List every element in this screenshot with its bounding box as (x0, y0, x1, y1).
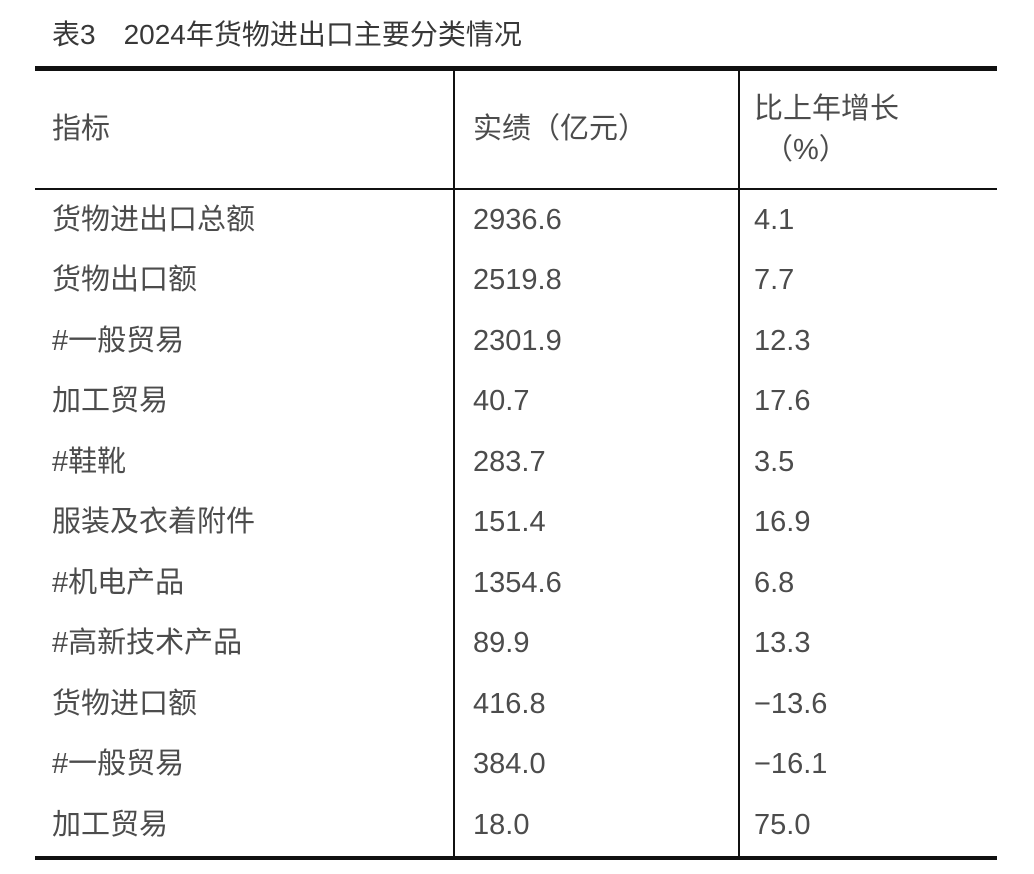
cell-indicator: #一般贸易 (52, 748, 185, 781)
cell-value: 89.9 (453, 613, 738, 674)
cell-indicator: 货物出口额 (52, 264, 198, 297)
cell-growth: 13.3 (738, 613, 997, 674)
cell-indicator: #鞋靴 (52, 445, 127, 478)
table-row: 加工贸易 40.7 17.6 (35, 371, 997, 432)
header-growth: 比上年增长 （%） (738, 71, 997, 188)
header-value: 实绩（亿元） (453, 71, 738, 188)
cell-growth: 16.9 (738, 492, 997, 553)
table-row: 货物出口额 2519.8 7.7 (35, 250, 997, 311)
cell-indicator: 货物进出口总额 (52, 203, 256, 236)
cell-growth: 75.0 (738, 795, 997, 856)
table-row: 货物进出口总额 2936.6 4.1 (35, 190, 997, 251)
header-growth-line1: 比上年增长 (754, 92, 900, 125)
data-table: 指标 实绩（亿元） 比上年增长 （%） 货物进出口总额 2936.6 4.1 货… (35, 66, 997, 860)
cell-growth: −16.1 (738, 734, 997, 795)
table-body: 货物进出口总额 2936.6 4.1 货物出口额 2519.8 7.7 #一般贸… (35, 190, 997, 856)
header-indicator: 指标 (52, 113, 111, 145)
table-row: #一般贸易 2301.9 12.3 (35, 311, 997, 372)
cell-value: 384.0 (453, 734, 738, 795)
table-header-row: 指标 实绩（亿元） 比上年增长 （%） (35, 71, 997, 190)
table-row: #机电产品 1354.6 6.8 (35, 553, 997, 614)
cell-value: 2936.6 (453, 190, 738, 251)
header-growth-line2: （%） (764, 133, 848, 166)
cell-growth: 6.8 (738, 553, 997, 614)
table-row: #高新技术产品 89.9 13.3 (35, 613, 997, 674)
cell-growth: 3.5 (738, 432, 997, 493)
cell-indicator: 加工贸易 (52, 808, 169, 841)
table-row: 加工贸易 18.0 75.0 (35, 795, 997, 856)
cell-value: 40.7 (453, 371, 738, 432)
cell-indicator: #机电产品 (52, 566, 185, 599)
cell-growth: 7.7 (738, 250, 997, 311)
cell-value: 2519.8 (453, 250, 738, 311)
table-row: 服装及衣着附件 151.4 16.9 (35, 492, 997, 553)
cell-value: 1354.6 (453, 553, 738, 614)
cell-indicator: #一般贸易 (52, 324, 185, 357)
cell-value: 18.0 (453, 795, 738, 856)
table-title: 表3 2024年货物进出口主要分类情况 (52, 19, 522, 50)
cell-growth: −13.6 (738, 674, 997, 735)
table-row: 货物进口额 416.8 −13.6 (35, 674, 997, 735)
cell-value: 2301.9 (453, 311, 738, 372)
cell-value: 151.4 (453, 492, 738, 553)
cell-indicator: 货物进口额 (52, 687, 198, 720)
cell-indicator: #高新技术产品 (52, 627, 243, 660)
cell-growth: 12.3 (738, 311, 997, 372)
cell-indicator: 加工贸易 (52, 385, 169, 418)
cell-value: 283.7 (453, 432, 738, 493)
table-row: #一般贸易 384.0 −16.1 (35, 734, 997, 795)
cell-value: 416.8 (453, 674, 738, 735)
table-row: #鞋靴 283.7 3.5 (35, 432, 997, 493)
cell-indicator: 服装及衣着附件 (52, 506, 256, 539)
cell-growth: 4.1 (738, 190, 997, 251)
cell-growth: 17.6 (738, 371, 997, 432)
